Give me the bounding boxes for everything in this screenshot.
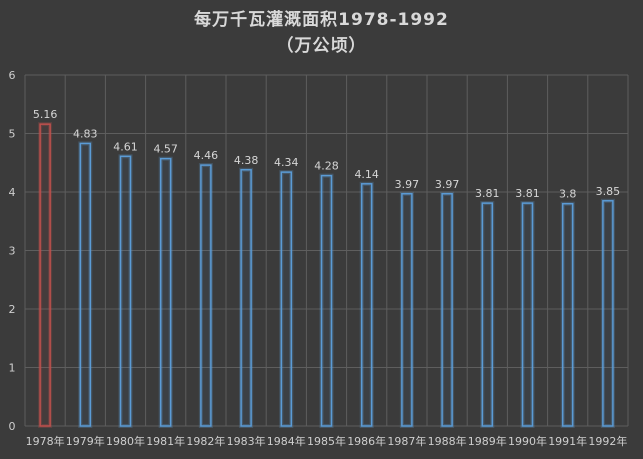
bar [401,193,413,427]
bar [119,155,132,427]
bar [320,174,333,427]
y-tick-label: 6 [9,69,16,82]
chart-subtitle: （万公顷） [276,36,367,56]
data-label: 3.81 [475,187,500,200]
x-tick-label: 1982年 [186,434,225,448]
bar [561,202,574,427]
data-label: 4.83 [73,127,98,140]
y-tick-label: 0 [9,420,16,433]
data-label: 4.46 [194,149,219,162]
x-tick-label: 1990年 [508,434,547,448]
x-tick-label: 1987年 [387,434,426,448]
x-tick-label: 1983年 [227,434,266,448]
bar [280,171,293,427]
data-label: 4.61 [113,140,138,153]
data-label: 3.85 [596,185,621,198]
bar [360,183,373,427]
y-tick-label: 5 [9,128,16,141]
x-tick-label: 1981年 [146,434,185,448]
data-label: 3.8 [559,188,577,201]
data-label: 3.97 [395,178,420,191]
chart-title: 每万千瓦灌溉面积1978-1992 [194,10,449,30]
x-tick-label: 1989年 [468,434,507,448]
x-tick-label: 1991年 [548,434,587,448]
bar [602,200,614,427]
bar [481,202,494,427]
x-tick-label: 1992年 [588,434,627,448]
y-tick-label: 3 [9,245,16,258]
data-label: 4.28 [314,160,339,173]
data-label: 4.57 [153,143,178,156]
x-tick-label: 1988年 [428,434,467,448]
data-label: 3.97 [435,178,460,191]
data-label: 4.14 [354,168,379,181]
y-tick-label: 1 [9,362,16,375]
bar [200,164,212,427]
data-label: 4.34 [274,156,299,169]
x-tick-label: 1978年 [26,434,65,448]
y-tick-label: 2 [9,303,16,316]
bar [441,193,453,427]
x-tick-label: 1980年 [106,434,145,448]
bar [159,157,172,427]
bar [39,123,51,427]
data-label: 3.81 [515,187,540,200]
bar [79,142,92,427]
x-tick-label: 1985年 [307,434,346,448]
bar [240,169,252,427]
x-tick-label: 1986年 [347,434,386,448]
x-tick-label: 1984年 [267,434,306,448]
x-tick-label: 1979年 [66,434,105,448]
data-label: 5.16 [33,108,58,121]
data-label: 4.38 [234,154,259,167]
y-tick-label: 4 [9,186,16,199]
bar [521,202,534,427]
